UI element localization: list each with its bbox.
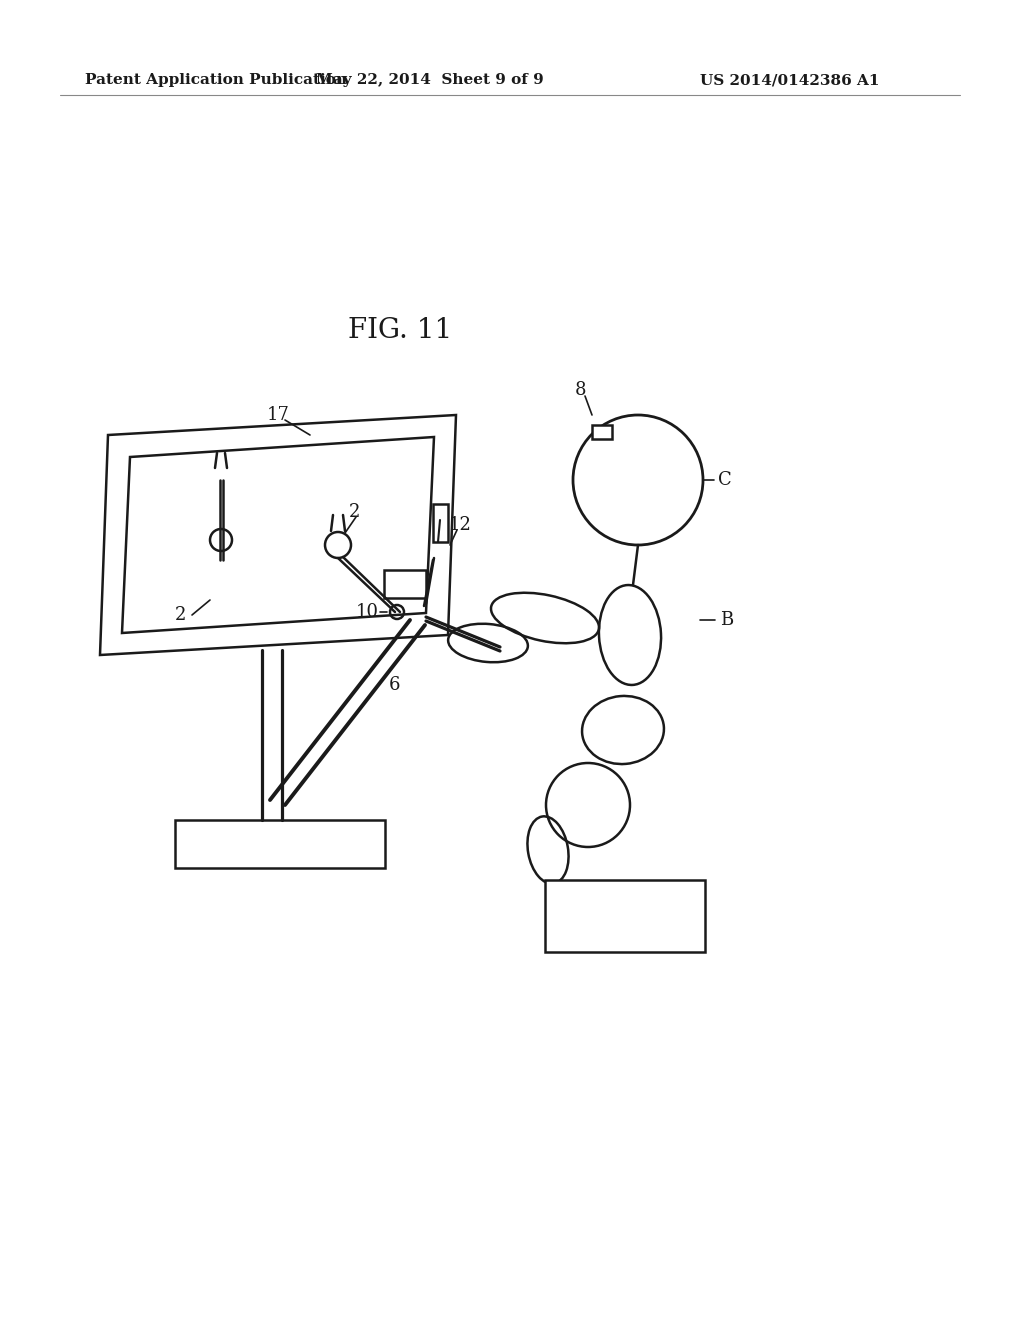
Bar — [545, 880, 705, 952]
Bar — [384, 570, 426, 598]
Text: 2: 2 — [174, 606, 185, 624]
Text: US 2014/0142386 A1: US 2014/0142386 A1 — [700, 73, 880, 87]
Text: 10: 10 — [355, 603, 379, 620]
Text: B: B — [720, 611, 733, 630]
Bar — [175, 820, 385, 869]
Text: C: C — [718, 471, 732, 488]
Bar — [433, 504, 449, 543]
Text: FIG. 11: FIG. 11 — [348, 317, 453, 343]
Text: 12: 12 — [449, 516, 471, 535]
Text: 8: 8 — [574, 381, 586, 399]
Text: May 22, 2014  Sheet 9 of 9: May 22, 2014 Sheet 9 of 9 — [316, 73, 544, 87]
Text: Patent Application Publication: Patent Application Publication — [85, 73, 347, 87]
Text: 6: 6 — [389, 676, 400, 694]
Text: 2: 2 — [349, 503, 360, 521]
Text: 17: 17 — [266, 407, 290, 424]
Bar — [592, 425, 612, 440]
